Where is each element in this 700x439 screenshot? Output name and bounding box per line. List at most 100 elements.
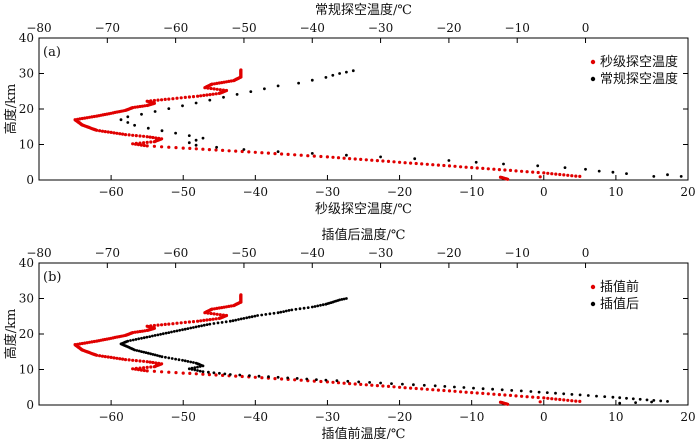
data-point	[263, 87, 266, 91]
data-point	[187, 134, 191, 138]
data-point	[208, 98, 212, 102]
data-point	[342, 297, 346, 301]
plot-frame	[38, 37, 689, 181]
x-tick-label-top: −80	[26, 21, 51, 35]
series-red	[73, 68, 582, 181]
data-point	[145, 324, 149, 328]
data-point	[200, 324, 204, 328]
data-point	[194, 143, 198, 147]
data-point	[531, 395, 535, 399]
data-point	[149, 99, 153, 103]
plot-frame	[38, 262, 689, 406]
data-point	[160, 145, 164, 149]
data-point	[538, 400, 542, 404]
data-point	[214, 92, 218, 96]
data-point	[260, 313, 264, 317]
data-point	[78, 342, 82, 346]
data-point	[167, 331, 171, 334]
data-point	[215, 145, 219, 149]
data-point	[491, 387, 494, 391]
panel-label: (a)	[43, 45, 61, 60]
data-point	[188, 371, 192, 375]
data-point	[98, 129, 102, 133]
data-point	[342, 381, 346, 385]
data-point	[503, 168, 507, 172]
data-point	[645, 398, 649, 402]
data-point	[167, 145, 171, 149]
data-point	[481, 391, 485, 395]
data-point	[201, 136, 205, 140]
data-point	[223, 372, 227, 376]
legend-label: 常规探空温度	[600, 71, 678, 87]
data-point	[486, 167, 490, 171]
data-point	[178, 328, 182, 332]
data-point	[237, 318, 240, 321]
x-tick-label-bottom: −10	[459, 185, 484, 199]
data-point	[459, 390, 463, 394]
data-point	[138, 104, 142, 109]
x-tick-label-top: −10	[505, 21, 530, 35]
data-point	[224, 313, 229, 318]
data-point	[87, 340, 92, 344]
data-point	[284, 309, 288, 313]
data-point	[145, 360, 149, 364]
data-point	[149, 140, 153, 144]
data-point	[486, 392, 490, 396]
data-point	[205, 318, 209, 322]
data-point	[140, 336, 143, 340]
data-point	[137, 349, 141, 353]
data-point	[175, 329, 179, 333]
data-point	[149, 324, 153, 328]
data-point	[319, 154, 323, 159]
data-point	[131, 331, 135, 335]
data-point	[194, 101, 198, 105]
data-point	[618, 396, 622, 400]
data-point	[298, 307, 302, 311]
data-point	[140, 104, 144, 108]
data-point	[679, 175, 683, 178]
data-point	[228, 373, 232, 376]
data-point	[171, 97, 175, 101]
data-point	[242, 148, 246, 151]
data-point	[198, 369, 202, 373]
data-point	[80, 341, 84, 346]
data-point	[160, 137, 164, 141]
data-point	[174, 371, 178, 375]
x-tick-label-top: −40	[300, 21, 325, 35]
data-point	[148, 360, 152, 364]
data-point	[140, 112, 143, 116]
data-point	[240, 374, 244, 379]
data-point	[167, 107, 171, 110]
data-point	[156, 354, 159, 357]
data-point	[193, 366, 197, 370]
data-point	[570, 393, 574, 396]
data-point	[338, 72, 341, 75]
data-point	[167, 370, 171, 374]
y-tick-label: 40	[19, 31, 34, 45]
data-point	[459, 165, 463, 169]
data-point	[224, 320, 228, 324]
data-point	[536, 395, 540, 400]
x-tick-label-bottom: 10	[608, 185, 623, 199]
data-point	[218, 371, 221, 375]
data-point	[409, 386, 413, 390]
data-point	[340, 298, 344, 301]
legend-marker	[590, 59, 596, 65]
data-point	[546, 171, 550, 175]
data-point	[137, 337, 141, 341]
data-point	[379, 381, 382, 385]
data-point	[171, 322, 175, 326]
data-point	[134, 134, 138, 138]
data-point	[538, 175, 542, 179]
data-point	[146, 351, 150, 355]
y-tick-label: 0	[26, 398, 34, 412]
data-point	[90, 340, 94, 344]
data-point	[191, 95, 196, 99]
data-point	[324, 378, 328, 382]
data-point	[335, 379, 339, 383]
data-point	[578, 174, 582, 178]
data-point	[142, 134, 146, 138]
data-point	[151, 353, 155, 356]
data-point	[229, 79, 233, 83]
y-tick-label: 30	[19, 67, 34, 81]
